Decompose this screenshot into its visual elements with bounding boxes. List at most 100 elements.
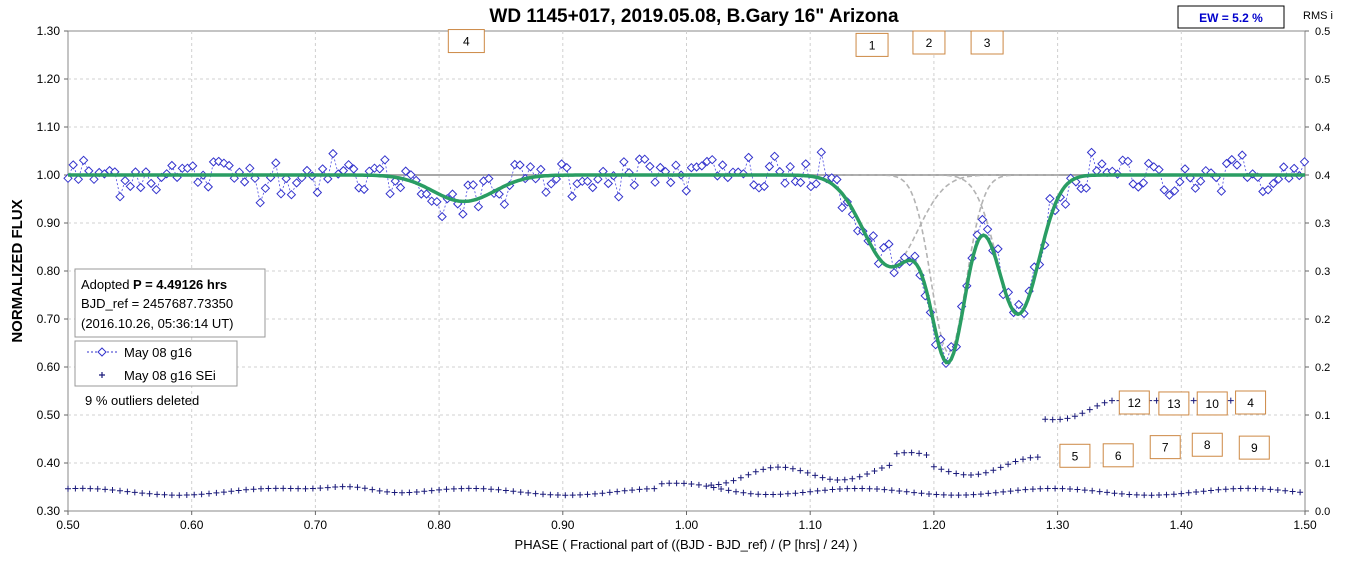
rms-label-6-box — [1102, 443, 1134, 468]
rms-point — [814, 487, 821, 494]
ew-label: EW = 5.2 % — [1199, 11, 1263, 25]
rms-point — [235, 487, 242, 494]
rms-point — [782, 464, 789, 471]
rms-point — [191, 491, 198, 498]
y-tick-label: 0.40 — [37, 456, 61, 470]
rms-point — [792, 490, 799, 497]
rms-point — [688, 481, 695, 487]
rms-point — [918, 490, 925, 497]
data-point — [400, 166, 411, 176]
x-tick-label: 1.40 — [1170, 518, 1194, 532]
rms-point — [592, 490, 598, 497]
rms-point — [982, 469, 989, 476]
rms-point — [723, 479, 730, 486]
data-point — [432, 196, 442, 207]
data-point — [224, 160, 234, 171]
data-point — [525, 162, 536, 172]
data-point — [255, 197, 265, 208]
rms-point — [79, 485, 86, 492]
data-point — [380, 155, 390, 165]
rms-point — [569, 492, 576, 499]
data-point — [764, 161, 775, 172]
rms-point — [443, 486, 450, 493]
data-point — [146, 178, 156, 189]
rms-point — [324, 484, 331, 491]
data-point — [868, 231, 879, 241]
rms-point — [681, 480, 687, 487]
rms-point — [807, 488, 814, 495]
rms-point — [886, 462, 893, 469]
info-period-prefix: Adopted — [81, 277, 133, 292]
y-tick-label: 0.90 — [37, 216, 61, 230]
y-tick-label: 1.00 — [37, 168, 61, 182]
data-point — [239, 177, 250, 187]
data-point — [468, 180, 478, 190]
rms-point — [599, 490, 606, 497]
y-tick-label: 0.50 — [37, 408, 61, 422]
rms-point — [124, 488, 131, 495]
rms-point — [651, 485, 658, 492]
data-point — [245, 163, 255, 173]
rms-point — [1086, 406, 1093, 413]
data-point — [286, 189, 297, 200]
rms-point — [992, 489, 999, 496]
data-point — [515, 160, 525, 170]
data-point — [1086, 147, 1097, 158]
data-point — [458, 209, 468, 219]
rms-point — [369, 486, 376, 493]
x-tick-label: 1.50 — [1293, 518, 1317, 532]
data-point — [800, 159, 811, 169]
right-tick-label: 0.3 — [1315, 218, 1330, 230]
rms-point — [960, 471, 967, 478]
data-point — [1060, 199, 1071, 209]
data-point — [977, 214, 988, 225]
rms-point — [841, 476, 848, 483]
y-tick-label: 0.70 — [37, 312, 61, 326]
rms-point — [777, 491, 784, 498]
data-point — [203, 182, 214, 192]
rms-point — [584, 491, 591, 498]
dip-labels: 1 2 3 4 — [447, 29, 1004, 57]
data-point — [759, 181, 769, 192]
rms-point — [938, 466, 945, 473]
rms-point — [502, 487, 509, 494]
rms-point — [376, 487, 383, 494]
y-tick-label: 1.30 — [37, 24, 61, 38]
rms-point — [480, 485, 487, 492]
rms-point — [859, 485, 866, 492]
rms-point — [636, 486, 643, 493]
dip-label-3: 3 — [984, 36, 991, 50]
rms-point — [896, 488, 903, 494]
rms-point — [473, 485, 480, 492]
data-point — [1169, 186, 1180, 196]
right-tick-label: 0.1 — [1315, 458, 1330, 470]
data-point — [115, 191, 125, 202]
data-point — [1221, 158, 1232, 169]
rms-point — [1141, 492, 1148, 499]
data-point — [89, 174, 99, 185]
x-axis-ticks: 0.50 0.60 0.70 0.80 0.90 1.00 1.10 1.20 1.30 1.40… — [56, 511, 1317, 532]
right-axis-label: RMS i — [1303, 10, 1333, 22]
rms-point — [1190, 397, 1197, 404]
info-bjd-ref: BJD_ref = 2457687.73350 — [81, 296, 233, 311]
rms-point — [812, 472, 819, 479]
data-point — [1299, 157, 1310, 167]
rms-point — [1170, 491, 1177, 498]
x-tick-label: 0.90 — [551, 518, 575, 532]
rms-point — [864, 471, 871, 477]
rms-point — [72, 485, 79, 492]
rms-point — [317, 485, 324, 492]
data-point — [1014, 299, 1024, 310]
x-tick-label: 1.10 — [799, 518, 823, 532]
rms-point — [614, 488, 621, 495]
data-point — [1123, 156, 1133, 167]
rms-point — [1259, 485, 1266, 492]
rms-point — [65, 485, 71, 492]
rms-point — [272, 485, 279, 492]
rms-point — [339, 483, 346, 490]
data-point — [323, 174, 333, 184]
rms-point — [1057, 416, 1064, 423]
rms-point — [1208, 487, 1214, 494]
rms-point — [997, 464, 1004, 471]
